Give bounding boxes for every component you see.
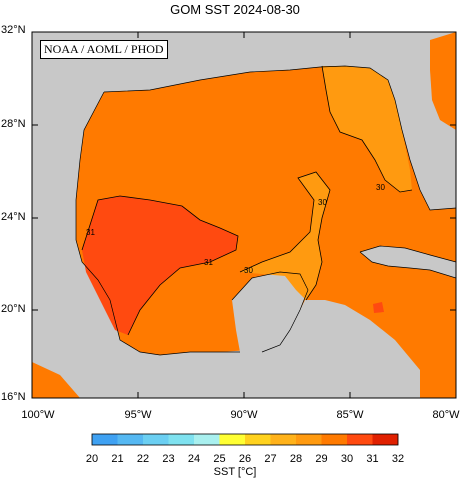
contour-30-ne — [321, 65, 413, 193]
colorbar-frame — [91, 433, 399, 446]
lon-label-85w: 85°W — [336, 409, 364, 421]
colorbar-segment — [219, 434, 246, 445]
colorbar-tick-label: 28 — [289, 453, 303, 465]
sea-29-30-channel — [240, 172, 330, 300]
colorbar-segment — [245, 434, 271, 445]
colorbar-tick-label: 29 — [315, 453, 328, 465]
colorbar-segment — [372, 434, 399, 445]
colorbar-tick-label: 26 — [238, 453, 252, 465]
colorbar-tick-label: 32 — [391, 453, 405, 465]
colorbar-tick-label: 25 — [213, 453, 226, 465]
sea-29-30-ne — [322, 66, 412, 192]
lat-label-24n: 24°N — [1, 211, 26, 223]
coastline-mexico — [75, 91, 240, 356]
colorbar-segment — [194, 434, 220, 445]
lon-label-100w: 100°W — [21, 409, 55, 421]
contour-label-30-north: 30 — [318, 198, 327, 207]
colorbar-segment — [321, 434, 348, 445]
colorbar-segment — [92, 434, 118, 445]
data-credit: NOAA / AOML / PHOD — [40, 40, 168, 59]
colorbar-tick-label: 31 — [366, 453, 379, 465]
colorbar-tick-label: 23 — [162, 453, 175, 465]
contour-label-30-channel: 30 — [244, 266, 253, 275]
colorbar — [92, 434, 399, 445]
coastline-yucatan — [231, 271, 309, 353]
colorbar-segment — [143, 434, 169, 445]
map-title: GOM SST 2024-08-30 — [170, 2, 300, 17]
colorbar-tick-label: 24 — [187, 453, 201, 465]
lon-label-80w: 80°W — [432, 409, 460, 421]
lat-label-28n: 28°N — [1, 118, 26, 130]
contour-label-31-west: 31 — [86, 228, 95, 237]
sea-31-32-caribbean — [373, 302, 384, 313]
colorbar-tick-label: 20 — [85, 453, 99, 465]
colorbar-segment — [296, 434, 322, 445]
contour-30-channel — [239, 171, 331, 301]
lon-label-90w: 90°W — [230, 409, 258, 421]
colorbar-tick-label: 30 — [340, 453, 354, 465]
colorbar-segment — [270, 434, 297, 445]
lat-label-32n: 32°N — [1, 24, 26, 36]
sea-31-32-west — [82, 196, 238, 335]
contour-label-30-ne: 30 — [376, 183, 385, 192]
coastline-cuba — [359, 245, 456, 279]
contour-label-31-south: 31 — [204, 258, 213, 267]
colorbar-segment — [117, 434, 144, 445]
colorbar-tick-label: 22 — [136, 453, 150, 465]
sea-30-31-atlantic — [430, 32, 456, 130]
lon-label-95w: 95°W — [124, 409, 152, 421]
coastline-gulf — [103, 65, 456, 211]
contour-31-west — [81, 195, 239, 336]
colorbar-title: SST [°C] — [213, 466, 257, 478]
sea-30-31-pacific — [32, 362, 80, 398]
colorbar-tick-label: 27 — [264, 453, 277, 465]
colorbar-segment — [168, 434, 195, 445]
lat-label-16n: 16°N — [1, 391, 26, 403]
yucatan-land — [232, 272, 308, 352]
axis-ticks — [32, 32, 456, 398]
colorbar-tick-label: 21 — [111, 453, 124, 465]
colorbar-segment — [347, 434, 373, 445]
lat-label-20n: 20°N — [1, 303, 26, 315]
cuba-land — [360, 246, 456, 278]
gulf-sea-30-31 — [76, 66, 456, 398]
